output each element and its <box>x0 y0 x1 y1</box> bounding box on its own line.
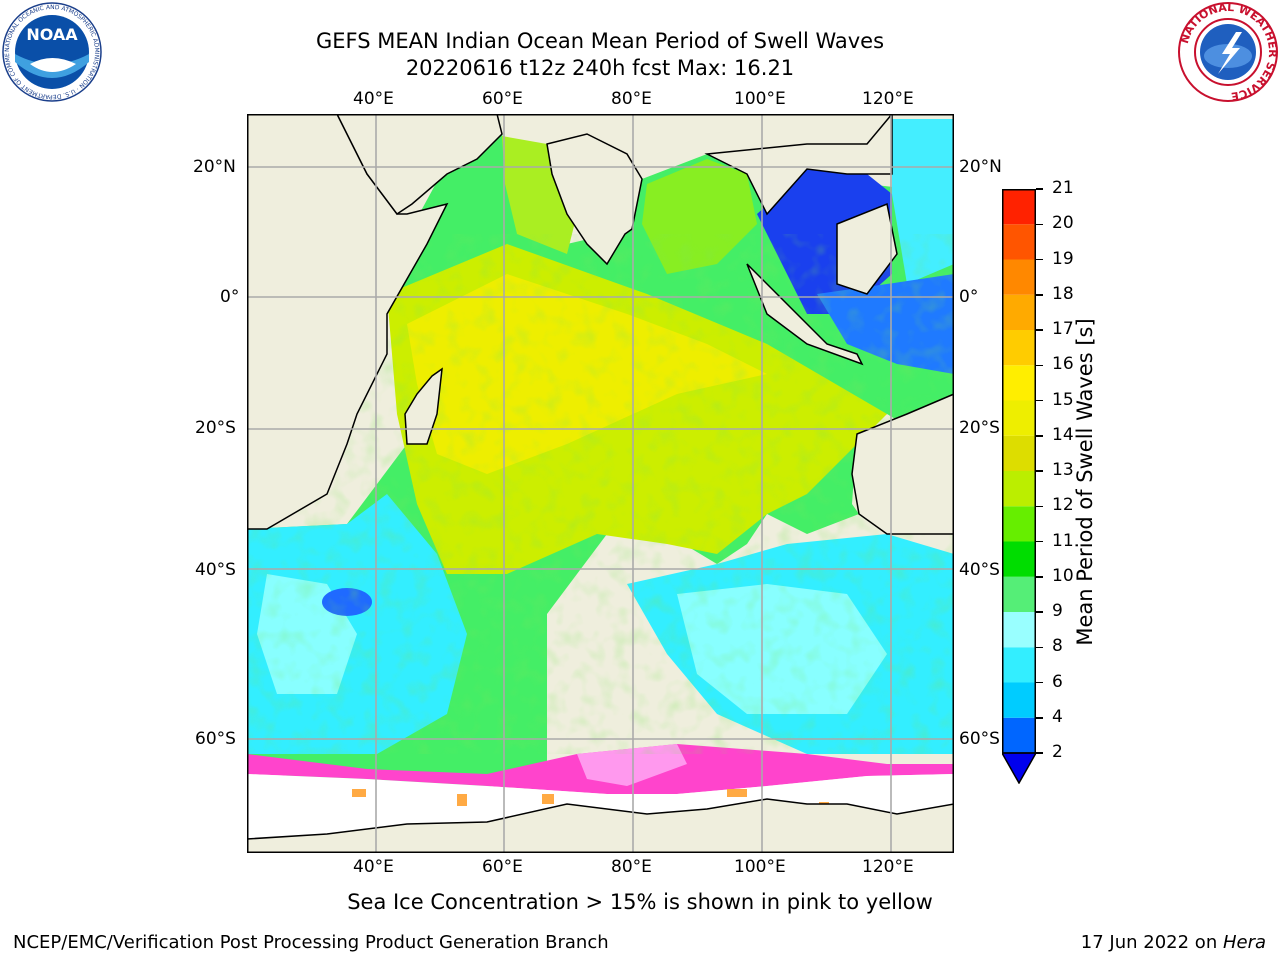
colorbar-tick-mark <box>1036 752 1043 754</box>
sea-ice-note: Sea Ice Concentration > 15% is shown in … <box>347 890 933 914</box>
noaa-logo-icon: NOAA NATIONAL OCEANIC AND ATMOSPHERIC AD… <box>0 0 102 102</box>
footer-date-text: 17 Jun 2022 on <box>1080 932 1223 953</box>
lon-tick-bottom-60e: 60°E <box>482 857 523 877</box>
colorbar-tick-label: 19 <box>1052 248 1074 269</box>
lat-tick-right-0: 0° <box>959 287 979 307</box>
colorbar-segment <box>1002 471 1036 507</box>
lon-tick-bottom-40e: 40°E <box>353 857 394 877</box>
colorbar-extend-arrow <box>1000 752 1038 785</box>
colorbar-segment <box>1002 506 1036 542</box>
colorbar-segment <box>1002 294 1036 330</box>
lat-tick-left-20s: 20°S <box>195 418 236 438</box>
madagascar-landmass <box>404 367 443 445</box>
colorbar-segment <box>1002 717 1036 753</box>
colorbar-tick-mark <box>1036 505 1043 507</box>
lon-tick-top-80e: 80°E <box>611 89 652 109</box>
lon-tick-bottom-120e: 120°E <box>862 857 914 877</box>
colorbar-tick-label: 6 <box>1052 671 1063 692</box>
colorbar-segment <box>1002 365 1036 401</box>
colorbar-tick-mark <box>1036 364 1043 366</box>
colorbar-segment <box>1002 259 1036 295</box>
colorbar-segment <box>1002 576 1036 612</box>
colorbar-tick-mark <box>1036 717 1043 719</box>
colorbar-tick-mark <box>1036 223 1043 225</box>
colorbar-tick-mark <box>1036 646 1043 648</box>
footer-producer: NCEP/EMC/Verification Post Processing Pr… <box>13 932 609 953</box>
colorbar-segment <box>1002 330 1036 366</box>
sumatra-landmass <box>746 263 864 366</box>
lat-tick-left-60s: 60°S <box>195 729 236 749</box>
colorbar-tick-label: 11 <box>1052 530 1074 551</box>
colorbar-segment <box>1002 541 1036 577</box>
colorbar-tick-mark <box>1036 258 1043 261</box>
colorbar-segment <box>1002 435 1036 471</box>
colorbar-tick-label: 16 <box>1052 354 1074 375</box>
lon-tick-top-100e: 100°E <box>734 89 786 109</box>
lon-tick-top-60e: 60°E <box>482 89 523 109</box>
lon-tick-bottom-100e: 100°E <box>734 857 786 877</box>
nws-logo-icon: NATIONAL WEATHER SERVICE <box>1178 1 1279 103</box>
lat-tick-right-20n: 20°N <box>959 157 1002 177</box>
map-plot-area[interactable] <box>246 111 955 854</box>
lat-tick-right-40s: 40°S <box>959 560 1000 580</box>
arabia-landmass <box>335 113 503 216</box>
colorbar-tick-label: 17 <box>1052 319 1074 339</box>
footer-machine: Hera <box>1222 932 1266 953</box>
colorbar-frame <box>1002 189 1036 754</box>
lat-tick-left-0: 0° <box>220 287 240 307</box>
colorbar-segment <box>1002 224 1036 260</box>
map-title-line2: 20220616 t12z 240h fcst Max: 16.21 <box>405 56 795 80</box>
lat-tick-right-60s: 60°S <box>959 729 1000 749</box>
colorbar-segment <box>1002 682 1036 718</box>
colorbar-segment <box>1002 400 1036 436</box>
colorbar-tick-mark <box>1036 470 1043 472</box>
colorbar-tick-label: 21 <box>1052 178 1074 198</box>
lat-tick-left-40s: 40°S <box>195 560 236 580</box>
borneo-landmass <box>836 202 898 295</box>
lon-tick-top-120e: 120°E <box>862 89 914 109</box>
colorbar-tick-label: 2 <box>1052 742 1063 762</box>
colorbar-tick-label: 4 <box>1052 706 1063 727</box>
colorbar-tick-mark <box>1036 576 1043 578</box>
colorbar-tick-label: 18 <box>1052 283 1074 304</box>
colorbar-tick-mark <box>1036 399 1043 402</box>
colorbar-tick-label: 15 <box>1052 389 1074 410</box>
indochina-landmass <box>704 111 893 216</box>
colorbar-tick-label: 14 <box>1052 424 1074 445</box>
lon-tick-top-40e: 40°E <box>353 89 394 109</box>
colorbar <box>1000 189 1038 785</box>
lat-tick-right-20s: 20°S <box>959 418 1000 438</box>
colorbar-segment <box>1002 189 1036 225</box>
colorbar-tick-mark <box>1036 540 1043 543</box>
colorbar-tick-label: 10 <box>1052 565 1074 586</box>
colorbar-label: Mean Period of Swell Waves [s] <box>1073 318 1097 646</box>
svg-text:NOAA: NOAA <box>26 25 78 44</box>
colorbar-tick-mark <box>1036 435 1043 437</box>
map-title-line1: GEFS MEAN Indian Ocean Mean Period of Sw… <box>315 29 885 53</box>
colorbar-tick-label: 20 <box>1052 213 1074 234</box>
lon-tick-bottom-80e: 80°E <box>611 857 652 877</box>
colorbar-tick-mark <box>1036 329 1043 331</box>
footer-date: 17 Jun 2022 on Hera <box>1081 932 1266 953</box>
colorbar-tick-mark <box>1036 611 1043 613</box>
colorbar-tick-mark <box>1036 188 1043 190</box>
colorbar-tick-mark <box>1036 294 1043 296</box>
lat-tick-left-20n: 20°N <box>193 157 236 177</box>
colorbar-tick-mark <box>1036 681 1043 684</box>
colorbar-tick-label: 13 <box>1052 460 1074 480</box>
antarctica-landmass <box>246 798 955 854</box>
colorbar-segment <box>1002 612 1036 648</box>
colorbar-tick-label: 9 <box>1052 601 1063 621</box>
colorbar-tick-label: 8 <box>1052 636 1063 657</box>
colorbar-tick-label: 12 <box>1052 495 1074 516</box>
colorbar-segment <box>1002 647 1036 683</box>
